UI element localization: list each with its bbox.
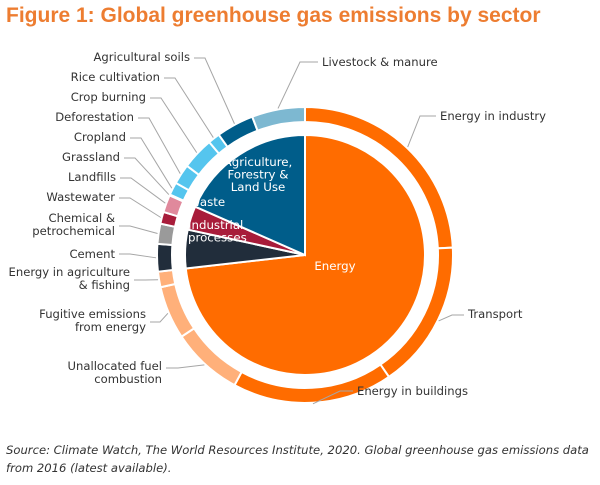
leader-line-agricultural-soils <box>194 57 235 124</box>
leader-line-deforestation <box>138 117 181 174</box>
leader-lines <box>119 57 464 405</box>
ring-segment-livestock-and-manure <box>250 105 306 133</box>
leader-line-transport <box>438 314 464 322</box>
segment-label-energy-in-buildings: Energy in buildings <box>357 384 468 398</box>
source-note: Source: Climate Watch, The World Resourc… <box>6 443 589 475</box>
inner-label-waste: Waste <box>189 195 225 209</box>
segment-label-energy-in-industry: Energy in industry <box>440 109 546 123</box>
inner-label-agriculture-forestry-and-land-use: Agriculture, Forestry & Land Use <box>224 155 293 194</box>
leader-line-unallocated-fuel-combustion <box>166 364 205 369</box>
segment-label-transport: Transport <box>467 307 523 321</box>
leader-line-livestock-and-manure <box>277 61 318 109</box>
segment-label-agricultural-soils: Agricultural soils <box>93 50 190 64</box>
segment-label-wastewater: Wastewater <box>46 190 115 204</box>
leader-line-crop-burning <box>150 97 198 153</box>
segment-label-energy-in-agriculture-and-fishing: Energy in agriculture & fishing <box>9 265 130 292</box>
segment-label-cropland: Cropland <box>74 130 126 144</box>
leader-line-landfills <box>120 177 166 204</box>
segment-label-chemical-and-petrochemical: Chemical & petrochemical <box>32 211 115 238</box>
segment-label-crop-burning: Crop burning <box>71 90 146 104</box>
ring-segment-fugitive-emissions-from-energy <box>159 282 196 339</box>
segment-label-fugitive-emissions-from-energy: Fugitive emissions from energy <box>39 307 146 334</box>
chart-title: Figure 1: Global greenhouse gas emission… <box>6 4 541 27</box>
leader-line-wastewater <box>119 197 162 218</box>
segment-label-cement: Cement <box>69 247 115 261</box>
ring-segment-cement <box>156 242 174 273</box>
leader-line-energy-in-buildings <box>312 390 353 405</box>
inner-pie <box>184 133 426 376</box>
segment-label-deforestation: Deforestation <box>55 110 134 124</box>
leader-line-rice-cultivation <box>164 77 214 138</box>
leader-line-energy-in-industry <box>407 115 436 148</box>
leader-line-fugitive-emissions-from-energy <box>150 312 169 323</box>
segment-label-landfills: Landfills <box>68 170 116 184</box>
leader-line-cement <box>119 253 157 259</box>
segment-label-livestock-and-manure: Livestock & manure <box>322 55 438 69</box>
segment-label-rice-cultivation: Rice cultivation <box>71 70 160 84</box>
leader-line-cropland <box>130 137 173 189</box>
ring-segment-agricultural-soils <box>217 115 259 149</box>
segment-label-grassland: Grassland <box>62 150 120 164</box>
pie-slice-agriculture-forestry-and-land-use <box>193 133 306 257</box>
ring-segment-energy-in-agriculture-and-fishing <box>156 268 177 289</box>
leader-line-chemical-and-petrochemical <box>119 225 158 235</box>
outer-ring <box>156 105 454 404</box>
inner-label-industrial-processes: Industrial processes <box>188 218 247 245</box>
segment-label-unallocated-fuel-combustion: Unallocated fuel combustion <box>68 359 162 386</box>
leader-line-grassland <box>124 157 170 195</box>
inner-label-energy: Energy <box>314 259 355 273</box>
